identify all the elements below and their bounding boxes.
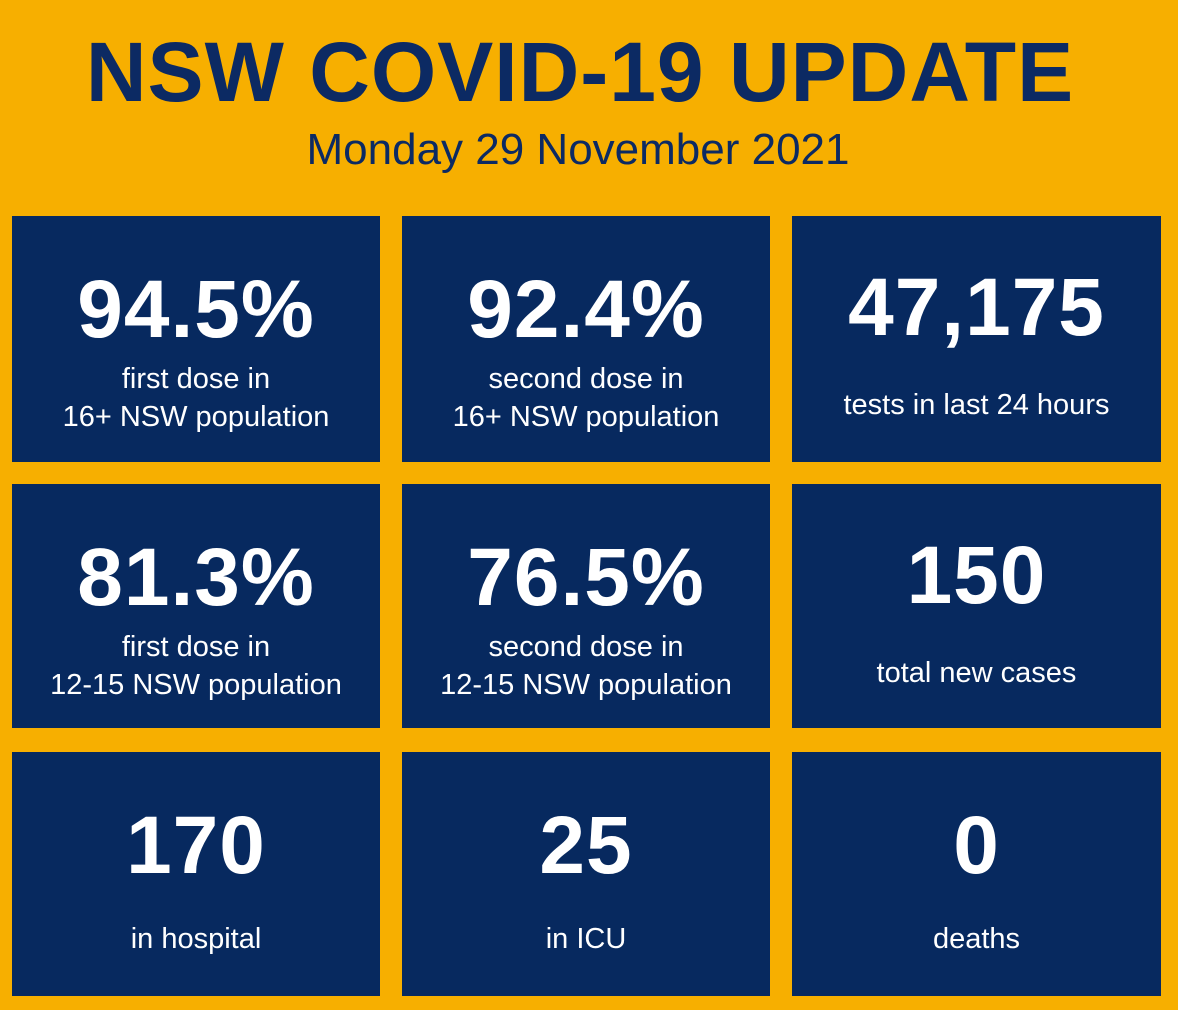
stat-value: 150 (906, 530, 1047, 621)
stat-label: second dose in 12-15 NSW population (402, 628, 770, 704)
stat-label-line: second dose in (488, 363, 684, 395)
stat-value: 170 (126, 800, 266, 891)
stat-label: in ICU (402, 920, 770, 958)
stat-card-first-dose-12-15: 81.3% first dose in 12-15 NSW population (12, 484, 380, 728)
stat-card-hospital: 170 in hospital (12, 752, 380, 996)
stat-value: 47,175 (848, 262, 1105, 353)
stat-label-line: total new cases (876, 657, 1077, 689)
stat-card-first-dose-16plus: 94.5% first dose in 16+ NSW population (12, 216, 380, 462)
stat-label-line: second dose in (488, 631, 684, 663)
stat-label-line: in ICU (545, 923, 627, 955)
stat-label: deaths (792, 920, 1161, 958)
stat-label-line: in hospital (130, 923, 262, 955)
stat-card-second-dose-16plus: 92.4% second dose in 16+ NSW population (402, 216, 770, 462)
stat-value: 25 (539, 800, 633, 891)
stat-value: 76.5% (467, 532, 705, 623)
stat-label-line: first dose in (121, 631, 271, 663)
stat-card-second-dose-12-15: 76.5% second dose in 12-15 NSW populatio… (402, 484, 770, 728)
update-date: Monday 29 November 2021 (306, 125, 850, 174)
stat-card-icu: 25 in ICU (402, 752, 770, 996)
page-title: NSW COVID-19 UPDATE (85, 25, 1075, 119)
stat-label: in hospital (12, 920, 380, 958)
stat-label: first dose in 16+ NSW population (12, 360, 380, 436)
stat-value: 81.3% (77, 532, 315, 623)
stat-label-line: 16+ NSW population (62, 401, 330, 433)
stat-label-line: first dose in (121, 363, 271, 395)
stat-value: 94.5% (77, 264, 315, 355)
stat-card-new-cases: 150 total new cases (792, 484, 1161, 728)
stat-label: first dose in 12-15 NSW population (12, 628, 380, 704)
stat-label-line: deaths (932, 923, 1021, 955)
stat-label-line: 16+ NSW population (452, 401, 720, 433)
stat-card-tests: 47,175 tests in last 24 hours (792, 216, 1161, 462)
stat-label: tests in last 24 hours (792, 386, 1161, 424)
stat-label-line: 12-15 NSW population (50, 669, 342, 701)
stat-card-deaths: 0 deaths (792, 752, 1161, 996)
stat-value: 92.4% (467, 264, 705, 355)
stat-label: total new cases (792, 654, 1161, 692)
stat-label-line: tests in last 24 hours (843, 389, 1110, 421)
stat-label-line: 12-15 NSW population (440, 669, 732, 701)
stat-label: second dose in 16+ NSW population (402, 360, 770, 436)
stat-value: 0 (953, 800, 1000, 891)
